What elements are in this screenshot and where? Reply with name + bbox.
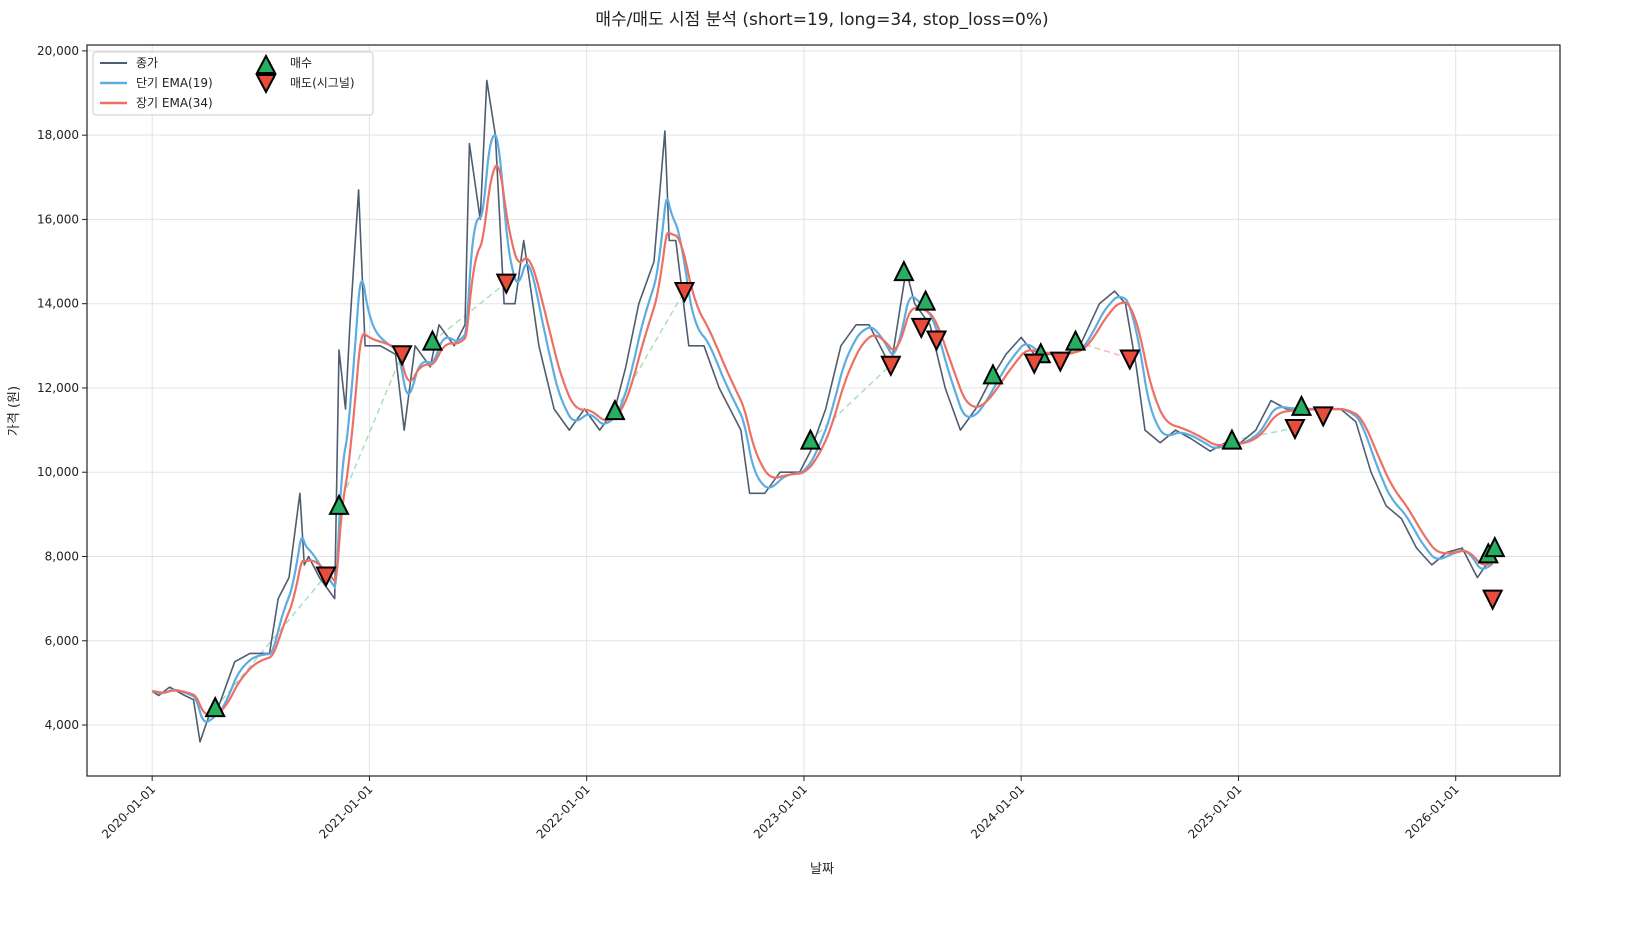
buy-marker xyxy=(799,428,822,450)
y-tick-label: 20,000 xyxy=(37,44,79,58)
buy-marker xyxy=(914,289,937,311)
y-tick-label: 14,000 xyxy=(37,297,79,311)
sell-marker xyxy=(910,317,932,340)
sell-marker xyxy=(673,282,696,304)
y-tick-label: 12,000 xyxy=(37,381,79,395)
x-tick-label: 2021-01-01 xyxy=(316,782,375,841)
legend-buy-label: 매수 xyxy=(290,56,312,70)
sell-marker xyxy=(1049,351,1071,373)
y-tick-label: 4,000 xyxy=(45,718,79,732)
plot-frame xyxy=(86,44,1561,777)
buy-marker xyxy=(1221,428,1243,450)
trade-line-win xyxy=(809,364,892,442)
legend-ema-short-label: 단기 EMA(19) xyxy=(136,76,213,90)
trade-line-win xyxy=(338,353,403,507)
y-axis-label: 가격 (원) xyxy=(7,386,22,436)
sell-marker xyxy=(495,273,517,295)
sell-marker xyxy=(315,566,337,588)
legend-buy-marker xyxy=(255,53,277,74)
sell-marker xyxy=(880,355,902,378)
trade-line-win xyxy=(1231,427,1296,442)
legend-box xyxy=(92,51,374,116)
ema-short-line xyxy=(152,134,1494,723)
buy-marker xyxy=(328,493,350,515)
buy-marker xyxy=(204,695,226,718)
buy-marker xyxy=(604,398,626,421)
x-tick-label: 2026-01-01 xyxy=(1403,782,1462,841)
y-tick-label: 18,000 xyxy=(37,128,79,142)
sell-marker xyxy=(391,345,413,367)
ema-long-line xyxy=(152,164,1494,716)
x-tick-label: 2023-01-01 xyxy=(751,782,810,841)
buy-marker xyxy=(421,329,444,351)
y-tick-label: 16,000 xyxy=(37,212,79,226)
buy-marker xyxy=(1484,535,1506,558)
x-tick-label: 2020-01-01 xyxy=(99,782,158,841)
x-tick-label: 2025-01-01 xyxy=(1185,782,1244,841)
sell-marker xyxy=(1284,418,1306,441)
sell-marker xyxy=(1482,589,1504,611)
legend-close-label: 종가 xyxy=(136,56,158,70)
series xyxy=(151,79,1494,743)
buy-marker xyxy=(982,363,1004,385)
legend-ema-long-label: 장기 EMA(34) xyxy=(136,96,213,110)
chart-title: 매수/매도 시점 분석 (short=19, long=34, stop_los… xyxy=(595,10,1048,30)
sell-marker xyxy=(1119,349,1141,371)
x-tick-label: 2024-01-01 xyxy=(968,782,1027,841)
legend-sell-marker xyxy=(255,74,277,95)
y-tick-label: 8,000 xyxy=(45,549,79,563)
sell-marker xyxy=(1023,353,1045,375)
buy-marker xyxy=(1290,394,1313,416)
x-axis-label: 날짜 xyxy=(810,862,834,877)
grid xyxy=(87,45,1560,776)
x-axis: 2020-01-01 2021-01-01 2022-01-01 2023-01-01… xyxy=(99,776,1462,841)
buy-marker xyxy=(1064,329,1087,351)
trade-line-win xyxy=(214,574,327,709)
y-tick-label: 10,000 xyxy=(37,465,79,479)
sell-marker xyxy=(1312,406,1334,428)
buy-marker xyxy=(893,259,915,282)
y-tick-label: 6,000 xyxy=(45,634,79,648)
y-axis: 4,000 6,000 8,000 10,000 12,000 14,000 16,000 1… xyxy=(37,44,87,732)
sell-marker xyxy=(925,330,948,352)
signal-markers xyxy=(204,259,1506,718)
x-tick-label: 2022-01-01 xyxy=(534,782,593,841)
legend: 종가 단기 EMA(19) 장기 EMA(34) 매수 매도(시그널) xyxy=(92,51,374,116)
legend-sell-label: 매도(시그널) xyxy=(290,76,355,90)
